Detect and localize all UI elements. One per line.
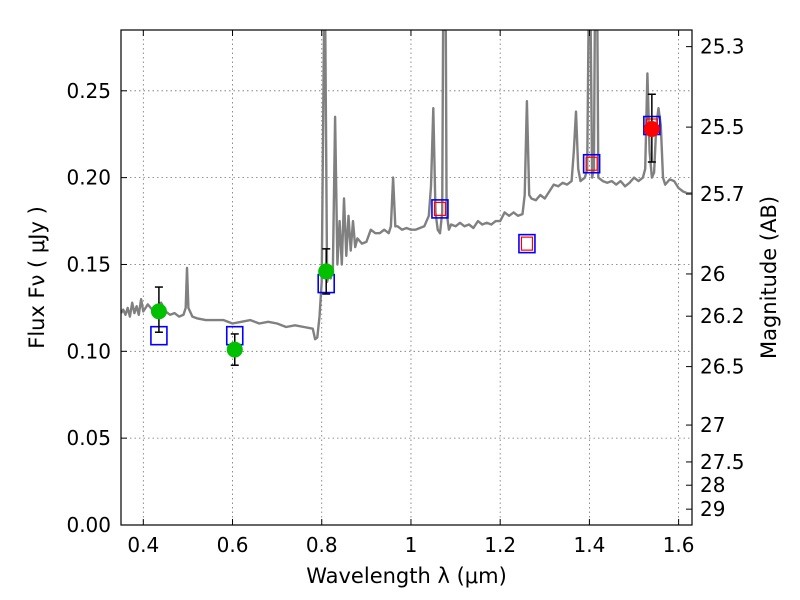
magnitude-tick-label: 25.7 <box>700 182 745 206</box>
observed-point <box>226 341 243 358</box>
x-axis-label: Wavelength λ (μm) <box>306 564 507 588</box>
observed-point <box>150 303 167 320</box>
y-axis: 0.00 0.05 0.10 0.15 0.20 0.25 <box>66 79 127 537</box>
observed-point <box>643 121 660 137</box>
magnitude-tick-label: 25.3 <box>700 35 745 59</box>
x-tick-label: 1.4 <box>573 533 605 557</box>
y-tick-label: 0.10 <box>66 339 111 363</box>
spectrum-series <box>121 30 692 341</box>
model-box-point <box>518 233 536 254</box>
model-box-series <box>150 115 661 346</box>
y-tick-label: 0.00 <box>66 513 111 537</box>
plot-frame <box>120 29 693 526</box>
magnitude-tick-label: 26.2 <box>700 304 745 328</box>
y-tick-label: 0.20 <box>66 166 111 190</box>
model-box-inner <box>520 236 534 251</box>
y-tick-label: 0.25 <box>66 79 111 103</box>
magnitude-axis-label: Magnitude (AB) <box>757 196 781 359</box>
x-axis: 0.4 0.6 0.8 1 1.2 1.4 1.6 <box>127 30 695 557</box>
model-box-point <box>431 199 449 219</box>
model-box-inner <box>585 156 598 171</box>
model-box-point <box>582 153 601 174</box>
grid-lines <box>121 30 692 525</box>
magnitude-tick-label: 26.5 <box>700 355 745 379</box>
spectrum-line <box>121 30 692 341</box>
observed-point <box>318 263 335 280</box>
x-tick-label: 1.2 <box>484 533 516 557</box>
y-tick-label: 0.15 <box>66 252 111 276</box>
magnitude-tick-label: 25.5 <box>700 115 745 139</box>
magnitude-tick-label: 27.5 <box>700 450 745 474</box>
x-tick-label: 0.4 <box>127 533 159 557</box>
magnitude-tick-label: 29 <box>700 497 725 521</box>
x-tick-label: 1.6 <box>663 533 695 557</box>
model-box-inner <box>433 201 447 216</box>
magnitude-tick-label: 27 <box>700 413 725 437</box>
y-tick-label: 0.05 <box>66 426 111 450</box>
x-tick-label: 0.8 <box>306 533 338 557</box>
x-tick-label: 0.6 <box>217 533 249 557</box>
y-axis-label: Flux Fν ( μJy ) <box>25 206 49 349</box>
x-tick-label: 1 <box>405 533 418 557</box>
observed-series <box>150 93 660 366</box>
magnitude-tick-label: 26 <box>700 262 725 286</box>
magnitude-tick-label: 28 <box>700 473 725 497</box>
